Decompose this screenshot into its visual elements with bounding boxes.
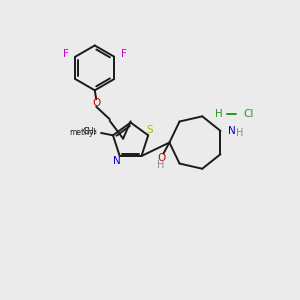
Text: H: H xyxy=(215,109,223,119)
Text: F: F xyxy=(121,49,127,59)
Text: CH₃: CH₃ xyxy=(82,127,97,136)
Text: F: F xyxy=(63,49,69,59)
Text: H: H xyxy=(158,160,165,170)
Text: N: N xyxy=(113,156,121,166)
Text: methyl: methyl xyxy=(70,128,96,137)
Text: O: O xyxy=(92,98,100,108)
Text: N: N xyxy=(228,126,236,136)
Text: S: S xyxy=(146,125,153,135)
Text: Cl: Cl xyxy=(243,109,254,119)
Text: O: O xyxy=(158,153,166,163)
Text: H: H xyxy=(236,128,243,138)
